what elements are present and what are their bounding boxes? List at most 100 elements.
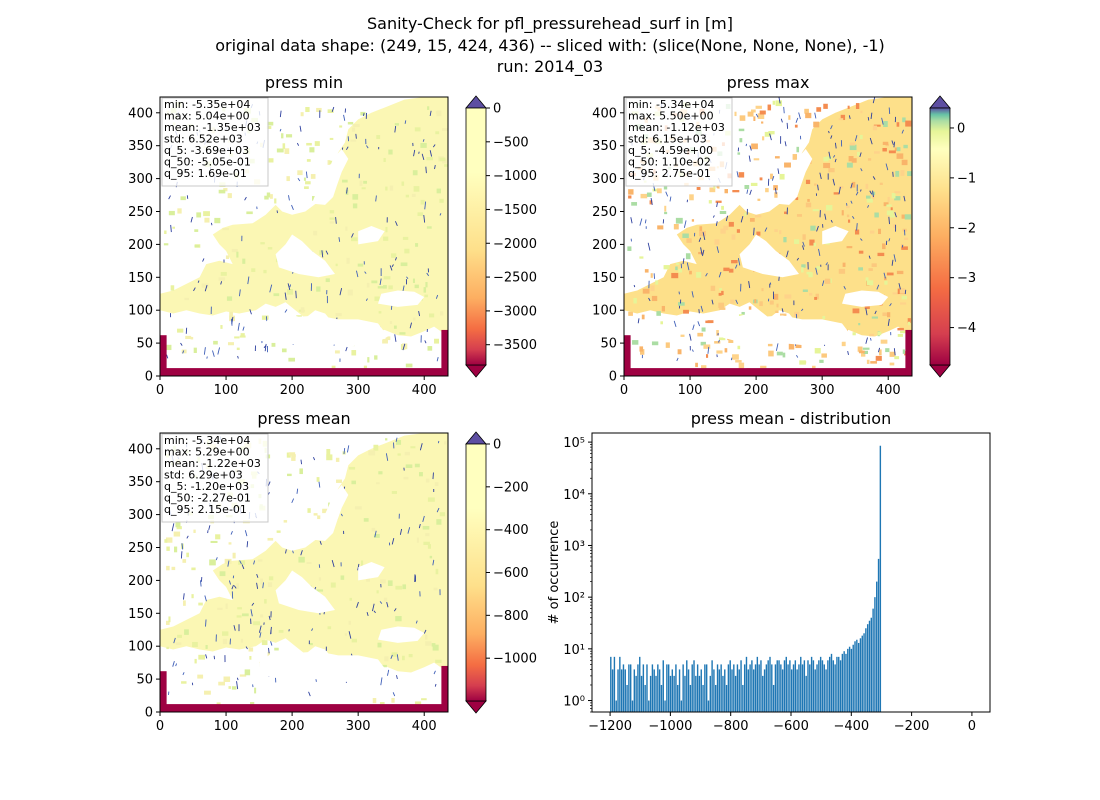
- heatmap-cell: [305, 181, 311, 185]
- heatmap-cell: [730, 299, 735, 304]
- heatmap-cell: [431, 643, 436, 647]
- heatmap-cell: [420, 199, 425, 205]
- histogram-bar: [803, 660, 806, 712]
- river-cell: [244, 196, 247, 201]
- heatmap-cell: [886, 210, 894, 216]
- river-cell: [697, 321, 701, 327]
- river-cell: [256, 582, 259, 589]
- river-cell: [716, 246, 720, 253]
- river-cell: [186, 535, 189, 539]
- histogram-bar: [838, 656, 840, 712]
- heatmap-cell: [342, 179, 348, 183]
- river-cell: [289, 284, 291, 288]
- heatmap-cell: [329, 160, 333, 164]
- river-cell: [889, 303, 892, 307]
- river-cell: [233, 585, 237, 589]
- river-cell: [885, 163, 889, 171]
- heatmap-cell: [866, 198, 873, 203]
- heatmap-cell: [858, 250, 864, 254]
- heatmap-cell: [816, 266, 821, 270]
- histogram-bar: [876, 581, 878, 712]
- river-cell: [828, 151, 831, 159]
- x-tick-label: 200: [280, 383, 305, 398]
- river-cell: [702, 232, 706, 241]
- axes-frame: [159, 432, 449, 713]
- heatmap-cell: [225, 255, 229, 260]
- heatmap-cell: [217, 607, 223, 610]
- heatmap-cell: [871, 316, 878, 319]
- heatmap-cell: [784, 294, 792, 299]
- stats-box: [161, 97, 269, 187]
- heatmap-cell: [306, 142, 312, 146]
- y-tick-label: 200: [128, 574, 153, 589]
- histogram-bar: [731, 669, 733, 712]
- heatmap-cell: [164, 344, 172, 351]
- heatmap-cell: [886, 272, 894, 276]
- river-cell: [682, 258, 685, 265]
- heatmap-cell: [352, 203, 358, 209]
- heatmap-cell: [228, 686, 231, 689]
- heatmap-cell: [903, 144, 908, 149]
- heatmap-cell: [393, 325, 397, 329]
- histogram-bar: [839, 660, 842, 712]
- suptitle-line: Sanity-Check for pfl_pressurehead_surf i…: [367, 14, 733, 34]
- heatmap-cell: [414, 701, 422, 706]
- heatmap-cell: [402, 655, 405, 661]
- heatmap-cell: [737, 345, 741, 350]
- river-cell: [802, 241, 805, 247]
- y-tick-label: 10⁴: [563, 488, 585, 503]
- heatmap-cell: [414, 127, 421, 132]
- heatmap-cell: [436, 188, 441, 194]
- histogram-bar: [794, 660, 797, 712]
- river-cell: [297, 177, 301, 182]
- river-cell: [874, 310, 877, 315]
- heatmap-cell: [218, 681, 225, 686]
- heatmap-cell: [225, 603, 228, 609]
- heatmap-cell: [236, 347, 240, 351]
- river-cell: [331, 106, 335, 113]
- sea-area: [275, 570, 335, 614]
- river-cell: [707, 346, 710, 354]
- heatmap-cell: [435, 568, 439, 575]
- histogram-bar: [713, 669, 715, 712]
- heatmap-cell: [278, 629, 284, 633]
- histogram-bar: [834, 664, 836, 712]
- histogram-bar: [830, 653, 833, 712]
- river-cell: [279, 110, 282, 118]
- river-cell: [689, 333, 692, 341]
- river-cell: [396, 654, 399, 661]
- heatmap-cell: [316, 477, 320, 482]
- histogram-bar: [754, 664, 757, 712]
- heatmap-cell: [267, 247, 273, 250]
- heatmap-cell: [373, 444, 379, 451]
- sea-area: [259, 313, 388, 347]
- river-cell: [834, 158, 837, 163]
- heatmap-cell: [220, 271, 227, 276]
- heatmap-cell: [421, 698, 427, 701]
- river-cell: [270, 641, 273, 646]
- heatmap-cell: [244, 669, 251, 676]
- heatmap-cell: [349, 597, 353, 601]
- river-cell: [691, 349, 694, 352]
- heatmap-cell: [184, 297, 189, 301]
- river-cell: [418, 310, 421, 317]
- river-cell: [355, 133, 357, 139]
- heatmap-cell: [751, 109, 756, 113]
- heatmap-cell: [779, 313, 787, 316]
- heatmap-cell: [340, 575, 345, 580]
- river-cell: [718, 339, 720, 343]
- histogram-bar: [667, 664, 670, 712]
- river-cell: [801, 308, 804, 312]
- river-cell: [705, 272, 708, 277]
- river-cell: [284, 292, 287, 300]
- histogram-bar: [615, 700, 617, 712]
- heatmap-cell: [353, 124, 360, 128]
- heatmap-cell: [860, 110, 863, 114]
- heatmap-cell: [858, 267, 863, 271]
- y-tick-label: 350: [128, 139, 153, 154]
- heatmap-cell: [846, 162, 853, 168]
- river-cell: [775, 188, 777, 194]
- y-tick-label: 10⁵: [563, 436, 585, 451]
- histogram-bar: [758, 664, 760, 712]
- heatmap-cell: [224, 558, 232, 564]
